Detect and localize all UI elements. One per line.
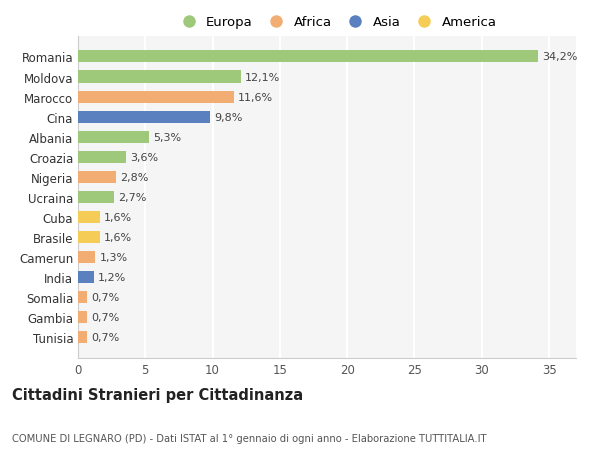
Text: 2,8%: 2,8% [120, 173, 148, 182]
Bar [78, 112, 210, 123]
Text: 0,7%: 0,7% [91, 292, 120, 302]
Legend: Europa, Africa, Asia, America: Europa, Africa, Asia, America [170, 11, 502, 35]
Text: 12,1%: 12,1% [245, 73, 280, 82]
Text: Cittadini Stranieri per Cittadinanza: Cittadini Stranieri per Cittadinanza [12, 387, 303, 403]
Bar [78, 311, 88, 324]
Bar [78, 131, 149, 143]
Text: 11,6%: 11,6% [238, 92, 273, 102]
Bar [78, 151, 127, 163]
Bar [78, 191, 115, 203]
Bar [78, 71, 241, 84]
Bar [78, 51, 538, 63]
Text: 3,6%: 3,6% [130, 152, 158, 162]
Text: 34,2%: 34,2% [542, 52, 578, 62]
Text: 0,7%: 0,7% [91, 332, 120, 342]
Text: 1,6%: 1,6% [104, 213, 131, 222]
Bar [78, 91, 234, 103]
Text: 2,7%: 2,7% [118, 192, 147, 202]
Text: 5,3%: 5,3% [154, 132, 181, 142]
Bar [78, 271, 94, 283]
Text: COMUNE DI LEGNARO (PD) - Dati ISTAT al 1° gennaio di ogni anno - Elaborazione TU: COMUNE DI LEGNARO (PD) - Dati ISTAT al 1… [12, 433, 487, 442]
Text: 1,6%: 1,6% [104, 232, 131, 242]
Bar [78, 291, 88, 303]
Bar [78, 331, 88, 343]
Bar [78, 171, 116, 183]
Text: 1,3%: 1,3% [100, 252, 128, 263]
Text: 9,8%: 9,8% [214, 112, 242, 123]
Text: 1,2%: 1,2% [98, 272, 127, 282]
Text: 0,7%: 0,7% [91, 313, 120, 322]
Bar [78, 212, 100, 224]
Bar [78, 252, 95, 263]
Bar [78, 231, 100, 243]
